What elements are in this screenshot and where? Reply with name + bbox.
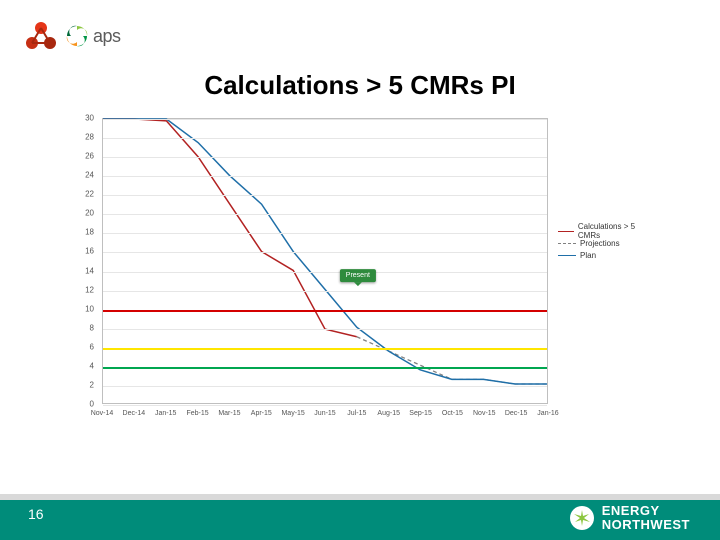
legend-label: Plan [580,251,596,260]
series-line [357,337,547,384]
x-tick-label: Nov-14 [91,410,114,417]
gridline [103,214,547,215]
y-tick-label: 28 [85,133,94,142]
threshold-line [103,348,547,350]
legend-item: Calculations > 5 CMRs [558,225,650,237]
y-tick-label: 18 [85,228,94,237]
legend-swatch [558,243,576,244]
y-tick-label: 12 [85,285,94,294]
legend-swatch [558,231,574,232]
gridline [103,138,547,139]
y-tick-label: 30 [85,114,94,123]
y-tick-label: 0 [90,400,94,409]
chart-plot-area: Present [102,118,548,404]
series-line [103,119,357,337]
y-tick-label: 16 [85,247,94,256]
y-tick-label: 10 [85,304,94,313]
gridline [103,119,547,120]
footer-logo-line2: NORTHWEST [602,518,690,532]
gridline [103,252,547,253]
y-tick-label: 6 [90,342,94,351]
x-tick-label: Apr-15 [251,410,272,417]
chart-lines [103,119,547,403]
x-tick-label: Nov-15 [473,410,496,417]
gridline [103,233,547,234]
energy-northwest-mark-icon [568,504,596,532]
x-tick-label: May-15 [281,410,304,417]
x-tick-label: Dec-15 [505,410,528,417]
legend: Calculations > 5 CMRsProjections Plan [558,225,650,261]
present-badge: Present [340,269,376,282]
x-tick-label: Dec-14 [123,410,146,417]
x-tick-label: Jan-15 [155,410,176,417]
legend-label: Calculations > 5 CMRs [578,222,650,240]
aps-text: aps [93,26,121,47]
y-tick-label: 8 [90,323,94,332]
x-tick-label: Sep-15 [409,410,432,417]
x-tick-label: Jul-15 [347,410,366,417]
aps-logo: aps [65,24,121,48]
y-tick-label: 22 [85,190,94,199]
threshold-line [103,310,547,312]
page-title: Calculations > 5 CMRs PI [0,70,720,101]
header-logos: aps [25,20,121,52]
y-tick-label: 2 [90,380,94,389]
chart-container: 024681012141618202224262830 Present Nov-… [70,110,650,440]
gridline [103,176,547,177]
y-tick-label: 20 [85,209,94,218]
x-axis: Nov-14Dec-14Jan-15Feb-15Mar-15Apr-15May-… [102,410,548,430]
y-axis: 024681012141618202224262830 [70,118,98,404]
x-tick-label: Oct-15 [442,410,463,417]
y-tick-label: 24 [85,171,94,180]
legend-label: Projections [580,239,620,248]
gridline [103,405,547,406]
footer: 16 ENERGY NORTHWEST [0,480,720,540]
energy-northwest-text: ENERGY NORTHWEST [602,504,690,531]
y-tick-label: 26 [85,152,94,161]
legend-swatch [558,255,576,256]
red-triad-logo [25,20,57,52]
footer-logo-line1: ENERGY [602,504,690,518]
x-tick-label: Mar-15 [218,410,240,417]
legend-item: Plan [558,249,650,261]
threshold-line [103,367,547,369]
y-tick-label: 4 [90,361,94,370]
x-tick-label: Jun-15 [314,410,335,417]
aps-swirl-icon [65,24,89,48]
x-tick-label: Feb-15 [186,410,208,417]
gridline [103,329,547,330]
gridline [103,157,547,158]
energy-northwest-logo: ENERGY NORTHWEST [568,504,690,532]
gridline [103,195,547,196]
gridline [103,291,547,292]
gridline [103,272,547,273]
y-tick-label: 14 [85,266,94,275]
gridline [103,386,547,387]
page-number: 16 [28,506,44,522]
slide: aps Calculations > 5 CMRs PI 02468101214… [0,0,720,540]
x-tick-label: Aug-15 [377,410,400,417]
x-tick-label: Jan-16 [537,410,558,417]
